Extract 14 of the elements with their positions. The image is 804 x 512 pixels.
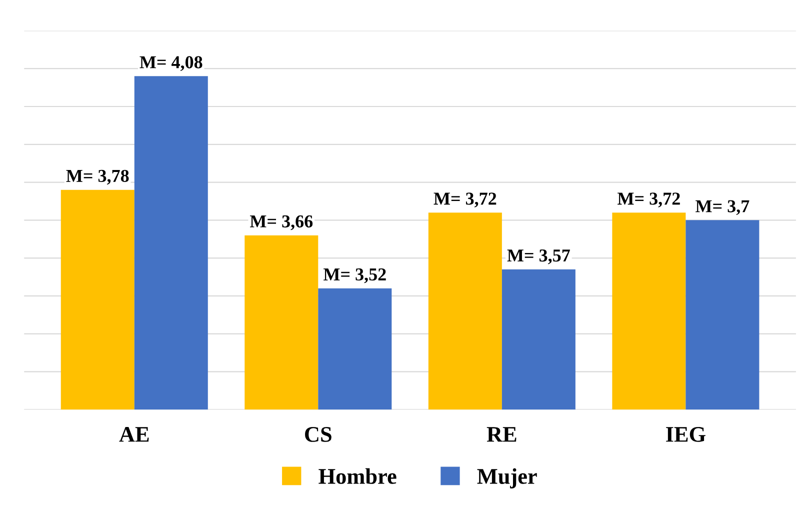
- x-tick-label: CS: [305, 426, 332, 442]
- data-label: M= 3,66: [250, 215, 313, 230]
- data-label: M= 3,78: [66, 170, 129, 185]
- data-label: M= 4,08: [140, 56, 202, 71]
- data-label: M= 3,7: [696, 200, 750, 215]
- legend-label: Mujer: [477, 468, 537, 488]
- data-label: M= 3,72: [434, 192, 496, 208]
- data-label: M= 3,52: [323, 268, 386, 284]
- x-tick-label: IEG: [666, 426, 706, 442]
- data-label: M= 3,57: [507, 249, 570, 264]
- legend-label: Hombre: [318, 468, 396, 484]
- data-label: M= 3,72: [618, 192, 680, 208]
- x-tick-label: AE: [119, 427, 149, 442]
- x-tick-label: RE: [486, 427, 516, 442]
